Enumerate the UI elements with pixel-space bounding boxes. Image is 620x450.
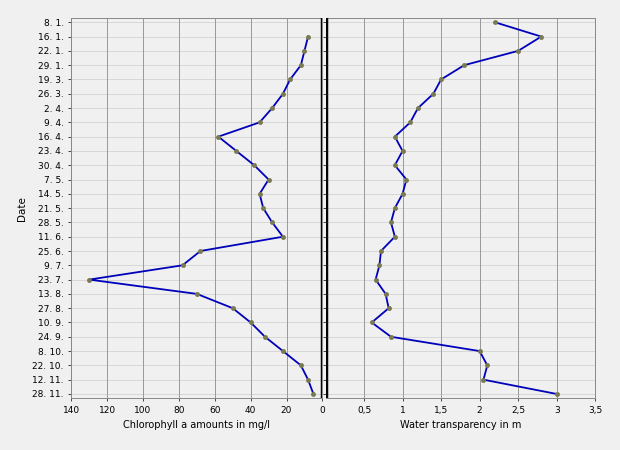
X-axis label: Chlorophyll a amounts in mg/l: Chlorophyll a amounts in mg/l bbox=[123, 420, 270, 431]
X-axis label: Water transparency in m: Water transparency in m bbox=[400, 420, 521, 431]
Y-axis label: Date: Date bbox=[17, 196, 27, 220]
